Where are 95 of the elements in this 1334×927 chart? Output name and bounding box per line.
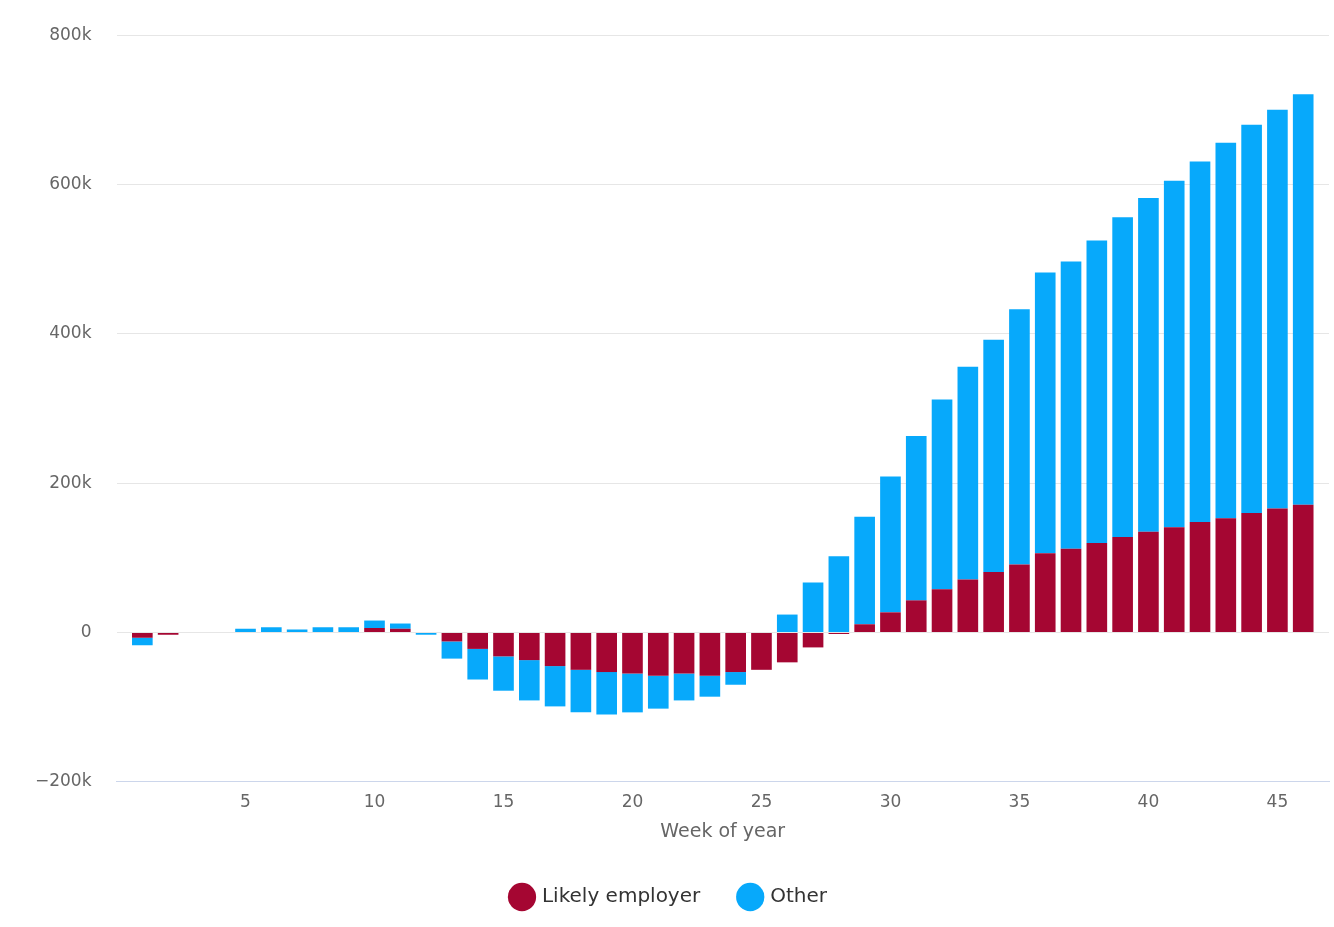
x-tick-label: 20 [621,791,644,812]
bar [1034,553,1056,632]
bar [518,632,540,661]
y-tick-label: 800k [49,23,92,44]
x-tick-label: 30 [879,791,902,812]
bar [261,627,282,632]
bar [880,476,901,613]
bar [673,632,695,674]
bar [1086,542,1108,632]
bar [776,614,798,632]
bar [389,623,411,629]
bar [725,672,746,685]
bar [1138,531,1159,632]
bar [1034,272,1056,554]
bar [467,632,489,649]
bar [802,582,824,632]
bar [880,612,901,632]
bar [983,572,1004,632]
bar [1112,536,1133,632]
bar [854,624,875,632]
legend-label: Likely employer [541,883,702,908]
bar [544,666,566,707]
bar [132,632,153,638]
bar [389,628,411,632]
x-axis-title: Week of year [660,818,786,841]
bar [647,632,669,676]
bar [802,632,824,648]
bar [1241,124,1262,514]
x-tick-label: 25 [750,791,773,812]
bar [1163,180,1185,528]
bar [931,399,953,590]
bar [622,632,643,674]
bar [1292,504,1314,632]
y-tick-label: 0 [80,620,92,641]
bar [570,669,592,713]
x-tick-label: 35 [1008,791,1031,812]
bar [776,632,798,663]
x-tick-label: 15 [492,791,515,812]
bar [1060,261,1082,549]
bar [312,627,334,632]
bar [1112,217,1133,537]
bar [493,632,514,657]
bar [286,629,308,632]
bar [544,632,566,667]
x-tick-label: 40 [1137,791,1160,812]
bar [1292,94,1314,505]
bar [957,579,979,632]
bar [905,600,927,632]
y-tick-label: 200k [49,471,92,492]
legend-label: Other [770,883,828,908]
bar [493,656,514,691]
bar [1060,548,1082,632]
y-tick-label: 400k [49,322,92,343]
bar [673,673,695,701]
bar [1009,564,1030,632]
x-tick-label: 10 [363,791,386,812]
bar [905,436,927,601]
bar [235,628,256,632]
bar [441,632,463,642]
bar [725,632,746,673]
bar [1189,161,1211,522]
bar [1189,521,1211,632]
bar [1215,142,1237,519]
bar [983,339,1004,573]
bar [1241,513,1262,632]
x-tick-label: 45 [1266,791,1289,812]
bar [751,632,772,670]
bar [1009,309,1030,565]
bar [338,627,360,632]
bar [364,628,385,632]
bar [854,516,875,625]
bar [441,641,463,659]
bar [622,673,643,713]
bar [957,366,979,580]
bar [518,660,540,701]
bar [1163,527,1185,632]
bar [828,556,850,632]
x-tick-label: 5 [240,791,251,812]
bar [596,632,617,673]
bar [699,675,721,697]
y-tick-label: −200k [34,770,92,791]
bar [931,589,953,632]
y-tick-label: 600k [49,172,92,193]
bar [596,672,617,715]
bar [1138,197,1159,532]
bar [1267,109,1288,509]
bar [1215,518,1237,632]
bar [132,637,153,646]
bar [1086,240,1108,543]
bar [467,648,489,680]
bar [699,632,721,676]
bar [364,620,385,628]
bar [647,675,669,709]
bar [1267,508,1288,632]
bar [570,632,592,670]
